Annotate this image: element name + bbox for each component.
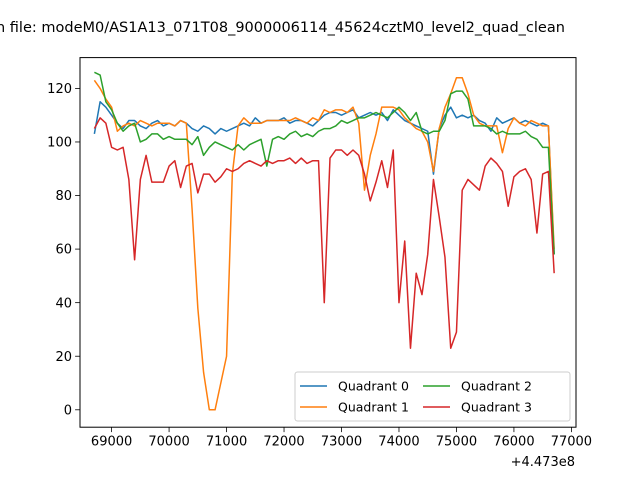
- series-layer: [93, 71, 555, 411]
- legend: Quadrant 0 Quadrant 1 Quadrant 2 Quadrant 3: [294, 371, 571, 422]
- y-tick-label: 100: [47, 136, 72, 151]
- x-tick-label: 72000: [263, 435, 304, 450]
- y-tick-label: 20: [55, 350, 72, 365]
- x-tick-label: 75000: [436, 435, 477, 450]
- x-axis: 69000 70000 71000 72000 73000 74000 75000 76000…: [91, 427, 592, 450]
- y-tick-label: 0: [64, 403, 72, 418]
- series-line-quadrant-3: [93, 117, 555, 349]
- series-line-quadrant-1: [93, 76, 555, 411]
- legend-box: [294, 371, 571, 422]
- y-tick-label: 40: [55, 296, 72, 311]
- series-line-quadrant-2: [94, 71, 555, 255]
- x-tick-label: 70000: [148, 435, 189, 450]
- y-tick-label: 80: [55, 189, 72, 204]
- legend-entry: Quadrant 0: [338, 379, 409, 394]
- x-tick-label: 69000: [91, 435, 132, 450]
- chart-title: n file: modeM0/AS1A13_071T08_9000006114_…: [0, 20, 565, 36]
- x-tick-label: 77000: [551, 435, 592, 450]
- legend-entry: Quadrant 2: [461, 379, 532, 394]
- axes-frame: [79, 57, 577, 428]
- y-axis: 0 20 40 60 80 100 120: [47, 82, 80, 418]
- x-tick-label: 71000: [206, 435, 247, 450]
- x-tick-label: 73000: [321, 435, 362, 450]
- x-offset-label: +4.473e8: [511, 455, 575, 470]
- y-tick-label: 60: [55, 243, 72, 258]
- x-tick-label: 74000: [378, 435, 419, 450]
- legend-entry: Quadrant 1: [338, 400, 409, 415]
- y-tick-label: 120: [47, 82, 72, 97]
- x-tick-label: 76000: [493, 435, 534, 450]
- legend-entry: Quadrant 3: [461, 400, 532, 415]
